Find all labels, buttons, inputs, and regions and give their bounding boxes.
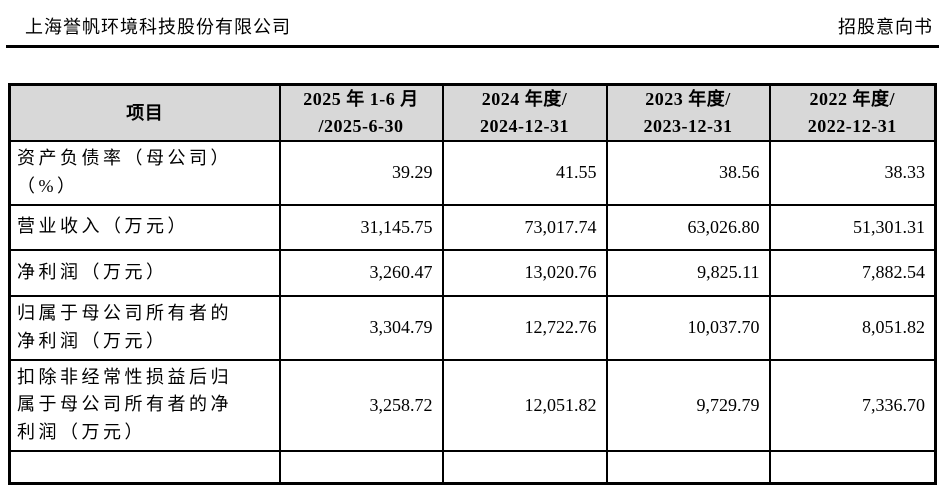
cell-value: 10,037.70 <box>605 294 771 361</box>
column-header-2024: 2024 年度/ 2024-12-31 <box>441 83 608 142</box>
cell-value: 13,020.76 <box>441 248 608 297</box>
cell-value: 12,051.82 <box>441 358 608 453</box>
column-header-2025: 2025 年 1-6 月 /2025-6-30 <box>278 83 444 142</box>
document-type-label: 招股意向书 <box>838 17 933 37</box>
financial-indicators-table: 项目 2025 年 1-6 月 /2025-6-30 2024 年度/ 2024… <box>8 83 937 485</box>
cell-value: 8,051.82 <box>768 294 937 361</box>
cell-value <box>441 450 608 485</box>
row-label: 净利润（万元） <box>8 248 281 297</box>
cell-value: 3,260.47 <box>278 248 444 297</box>
cell-value <box>278 450 444 485</box>
cell-value: 39.29 <box>278 140 444 206</box>
row-label: 资产负债率（母公司） （%） <box>8 140 281 206</box>
cell-value: 63,026.80 <box>605 203 771 251</box>
cell-value: 38.33 <box>768 140 937 206</box>
cell-value: 9,825.11 <box>605 248 771 297</box>
cell-value: 7,336.70 <box>768 358 937 453</box>
page-header: 上海誉帆环境科技股份有限公司 招股意向书 <box>0 0 945 39</box>
table-header-row: 项目 2025 年 1-6 月 /2025-6-30 2024 年度/ 2024… <box>8 83 937 142</box>
cell-value: 12,722.76 <box>441 294 608 361</box>
column-header-2022: 2022 年度/ 2022-12-31 <box>768 83 937 142</box>
cell-value: 3,304.79 <box>278 294 444 361</box>
column-header-2023: 2023 年度/ 2023-12-31 <box>605 83 771 142</box>
cell-value: 9,729.79 <box>605 358 771 453</box>
company-name: 上海誉帆环境科技股份有限公司 <box>25 17 291 37</box>
cell-value: 51,301.31 <box>768 203 937 251</box>
cell-value: 7,882.54 <box>768 248 937 297</box>
cell-value: 73,017.74 <box>441 203 608 251</box>
cell-value: 3,258.72 <box>278 358 444 453</box>
cell-value: 31,145.75 <box>278 203 444 251</box>
column-header-item: 项目 <box>8 83 281 142</box>
table-row: 扣除非经常性损益后归 属于母公司所有者的净 利润（万元） 3,258.72 12,0… <box>8 358 937 453</box>
header-divider-rule <box>6 45 939 48</box>
table-row: 资产负债率（母公司） （%） 39.29 41.55 38.56 38.33 <box>8 140 937 206</box>
table-row: 归属于母公司所有者的 净利润（万元） 3,304.79 12,722.76 10,03… <box>8 294 937 361</box>
table-row-partial <box>8 450 937 485</box>
cell-value: 38.56 <box>605 140 771 206</box>
cell-value: 41.55 <box>441 140 608 206</box>
row-label <box>8 450 281 485</box>
cell-value <box>768 450 937 485</box>
table-row: 营业收入（万元） 31,145.75 73,017.74 63,026.80 51,30… <box>8 203 937 251</box>
row-label: 扣除非经常性损益后归 属于母公司所有者的净 利润（万元） <box>8 358 281 453</box>
row-label: 营业收入（万元） <box>8 203 281 251</box>
row-label: 归属于母公司所有者的 净利润（万元） <box>8 294 281 361</box>
cell-value <box>605 450 771 485</box>
table-row: 净利润（万元） 3,260.47 13,020.76 9,825.11 7,882.54 <box>8 248 937 297</box>
